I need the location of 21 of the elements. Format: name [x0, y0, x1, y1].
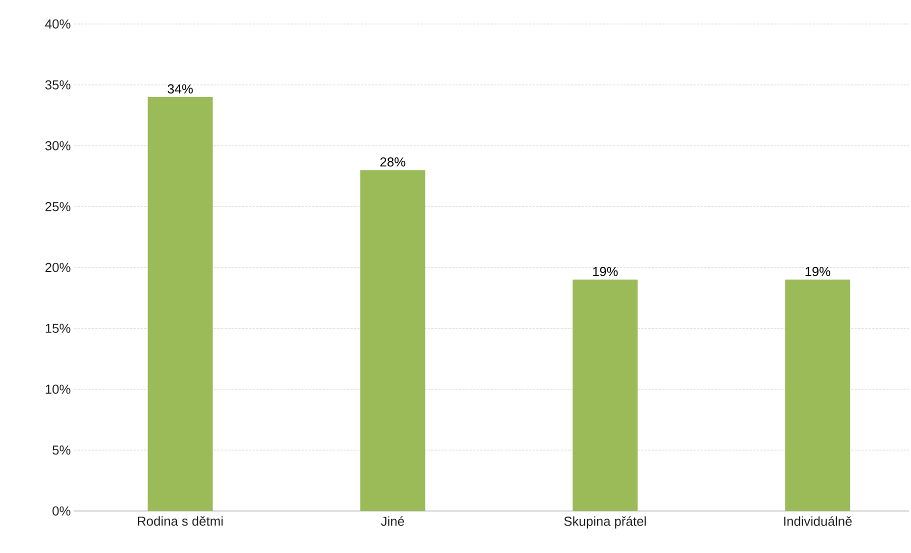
y-tick-label: 25% — [45, 202, 70, 212]
y-tick-label: 30% — [45, 141, 70, 150]
bar — [572, 280, 638, 511]
y-tick-label: 5% — [52, 446, 70, 455]
y-tick-label: 0% — [52, 506, 70, 516]
data-label: 19% — [806, 266, 830, 276]
y-tick-label: 20% — [45, 262, 70, 272]
bar — [148, 97, 213, 511]
y-tick-label: 35% — [45, 80, 70, 90]
x-tick-label: Jiné — [380, 516, 404, 526]
bar — [785, 280, 850, 511]
bar — [360, 170, 426, 511]
y-tick-label: 15% — [46, 324, 70, 333]
x-tick-label: Rodina s dětmi — [138, 516, 223, 526]
y-tick-label: 40% — [45, 19, 70, 29]
x-tick-label: Individuálně — [784, 516, 852, 526]
x-tick-label: Skupina přátel — [564, 516, 646, 528]
y-tick-label: 10% — [46, 384, 70, 394]
data-label: 34% — [168, 84, 193, 94]
data-label: 19% — [593, 266, 618, 276]
data-label: 28% — [380, 157, 406, 167]
